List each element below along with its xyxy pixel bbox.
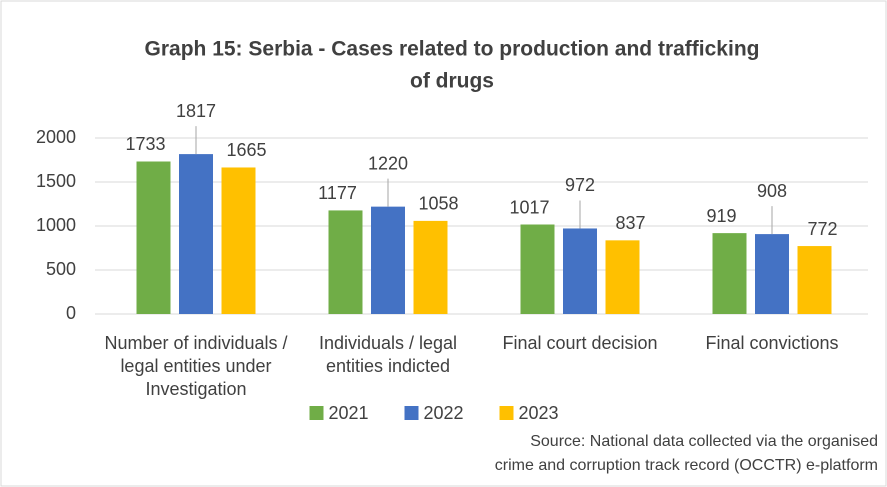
bar bbox=[413, 220, 448, 314]
bar bbox=[797, 246, 832, 314]
data-label: 772 bbox=[807, 219, 837, 239]
data-label: 1665 bbox=[226, 140, 266, 160]
legend-label: 2023 bbox=[519, 403, 559, 423]
bar bbox=[605, 240, 640, 314]
x-tick-label: Individuals / legal entities indicted bbox=[318, 333, 458, 376]
data-label: 1220 bbox=[368, 153, 408, 173]
y-tick-label: 500 bbox=[46, 259, 76, 279]
bar bbox=[221, 167, 256, 314]
data-label: 908 bbox=[757, 181, 787, 201]
bar bbox=[328, 210, 363, 314]
data-label: 1017 bbox=[509, 197, 549, 217]
data-label: 837 bbox=[615, 213, 645, 233]
data-label: 1058 bbox=[418, 194, 458, 214]
data-label: 919 bbox=[706, 206, 736, 226]
legend-swatch bbox=[499, 406, 514, 420]
legend-swatch bbox=[309, 406, 324, 420]
bar bbox=[712, 233, 747, 314]
y-tick-label: 1000 bbox=[36, 215, 76, 235]
source-note: Source: National data collected via the … bbox=[530, 433, 878, 450]
bar bbox=[755, 234, 789, 314]
x-tick-label: Number of individuals / legal entities u… bbox=[104, 333, 288, 399]
x-tick-label: Final court decision bbox=[502, 333, 658, 353]
chart-title: Graph 15: Serbia - Cases related to prod… bbox=[145, 38, 760, 61]
chart-title: of drugs bbox=[410, 70, 494, 93]
legend-swatch bbox=[404, 406, 419, 420]
bar bbox=[371, 206, 405, 314]
data-label: 1177 bbox=[318, 183, 357, 203]
bar bbox=[563, 228, 597, 314]
source-note: crime and corruption track record (OCCTR… bbox=[495, 457, 878, 474]
data-label: 972 bbox=[565, 175, 595, 195]
y-tick-label: 0 bbox=[66, 303, 76, 323]
data-label: 1817 bbox=[176, 101, 216, 121]
y-tick-label: 1500 bbox=[36, 171, 76, 191]
legend-label: 2021 bbox=[329, 403, 369, 423]
x-tick-label: Final convictions bbox=[705, 333, 839, 353]
bar bbox=[136, 161, 171, 314]
bar bbox=[179, 154, 213, 314]
legend-label: 2022 bbox=[424, 403, 464, 423]
bar bbox=[520, 224, 555, 314]
data-label: 1733 bbox=[125, 134, 165, 154]
y-tick-label: 2000 bbox=[36, 127, 76, 147]
